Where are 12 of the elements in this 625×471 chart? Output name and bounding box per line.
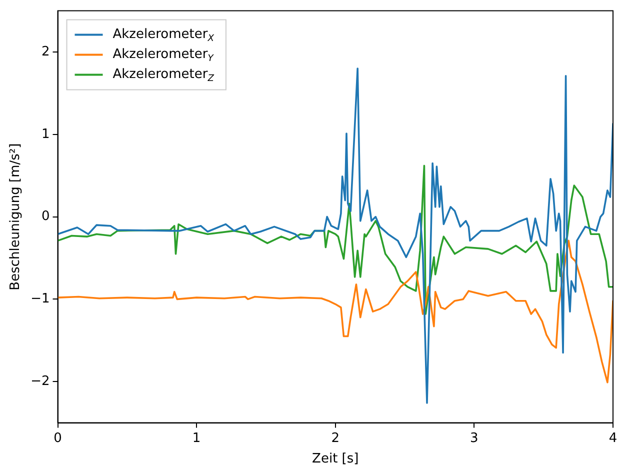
x-axis-title: Zeit [s]: [312, 452, 359, 467]
y-tick-label: −1: [30, 292, 50, 307]
x-tick-label: 0: [54, 430, 62, 446]
y-tick-label: 2: [41, 44, 50, 60]
y-axis-title: Beschleunigung [m/s²]: [8, 143, 24, 290]
x-tick-label: 4: [608, 430, 618, 446]
x-tick-label: 2: [331, 430, 340, 446]
y-tick-label: 1: [41, 126, 50, 142]
x-tick-label: 3: [470, 430, 478, 446]
y-tick-label: 0: [41, 209, 50, 224]
y-tick-label: −2: [30, 374, 50, 389]
x-tick-label: 1: [192, 430, 201, 446]
